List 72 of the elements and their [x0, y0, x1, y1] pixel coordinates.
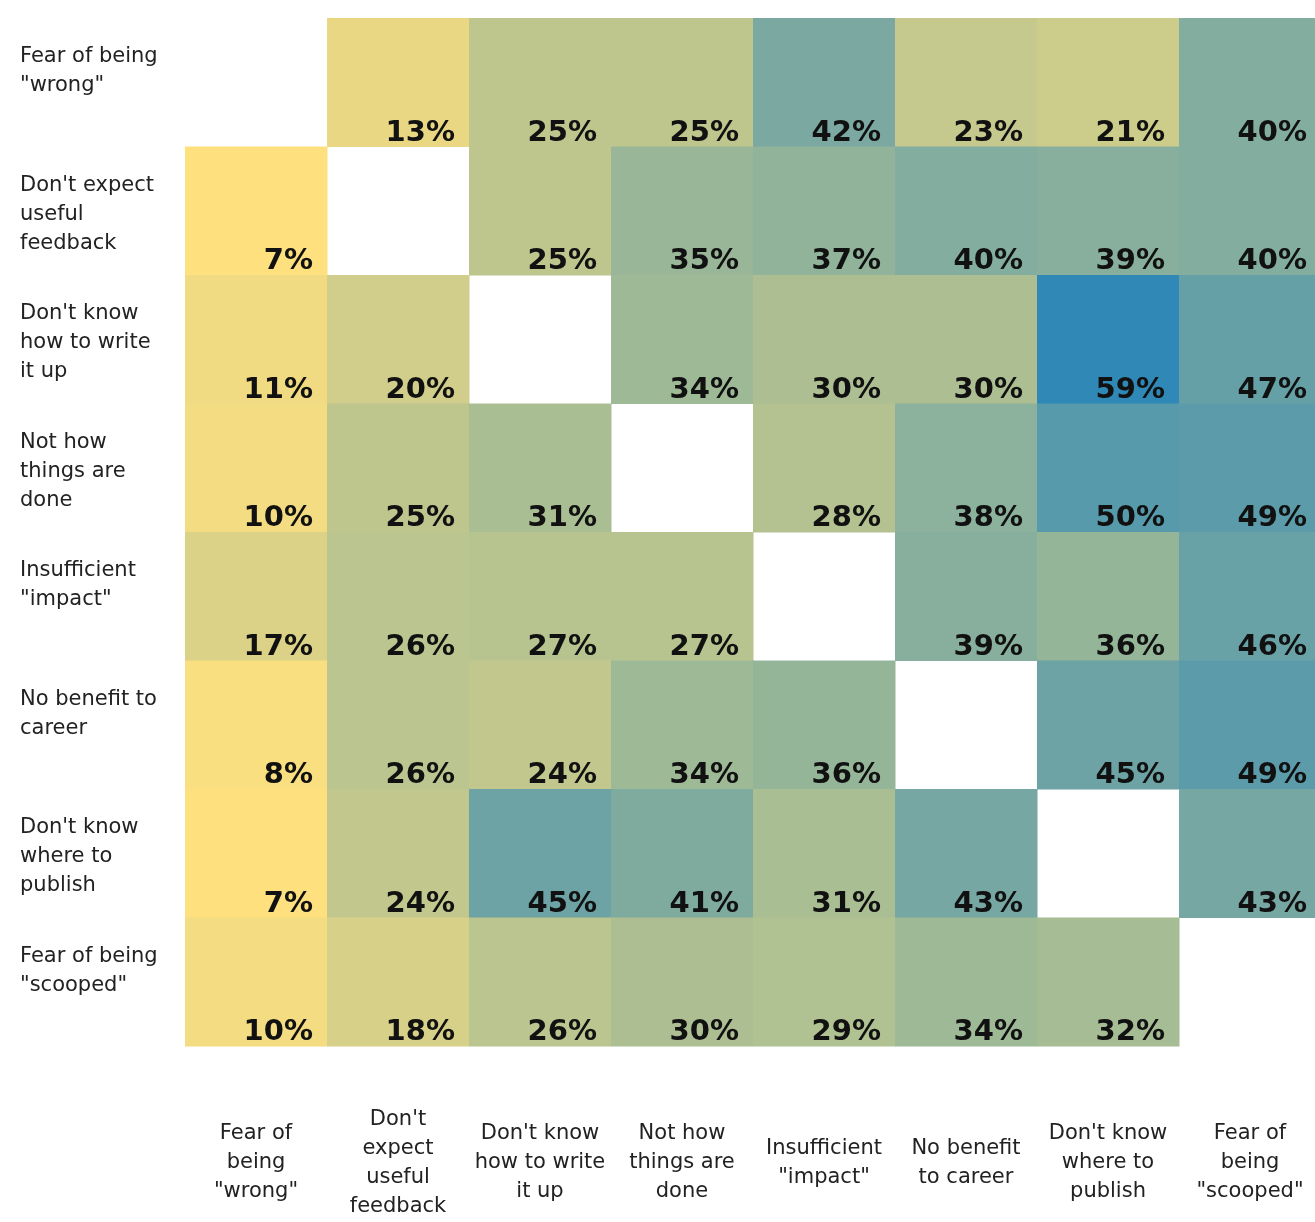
data-label: 37%: [811, 242, 881, 276]
data-label: 36%: [811, 756, 881, 790]
data-label: 39%: [1095, 242, 1165, 276]
data-label: 8%: [263, 756, 313, 790]
data-label: 21%: [1095, 113, 1165, 148]
y-tick-label: Insufficient "impact": [20, 557, 136, 610]
data-label: 28%: [811, 499, 881, 533]
x-tick-label: Fear of being "scooped": [1196, 1120, 1304, 1202]
data-label: 26%: [385, 627, 455, 662]
data-label: 13%: [385, 113, 455, 148]
data-label: 38%: [953, 499, 1023, 533]
y-tick-label: No benefit to career: [20, 685, 157, 739]
x-tick-label: Insufficient "impact": [766, 1134, 882, 1188]
x-tick-label: Not how things are done: [629, 1120, 735, 1202]
data-label: 30%: [669, 1013, 739, 1047]
data-label: 34%: [669, 370, 739, 405]
data-label: 24%: [385, 884, 455, 919]
data-label: 29%: [811, 1013, 881, 1047]
x-tick-label: Don't know where to publish: [1048, 1120, 1168, 1202]
data-label: 11%: [243, 370, 313, 405]
data-label: 41%: [669, 884, 739, 919]
data-label: 43%: [953, 884, 1023, 919]
data-label: 40%: [1237, 113, 1307, 148]
data-label: 31%: [811, 884, 881, 919]
data-label: 34%: [669, 756, 739, 790]
data-label: 47%: [1237, 370, 1307, 405]
data-label: 26%: [527, 1013, 597, 1047]
data-label: 31%: [527, 499, 597, 533]
x-tick-label: Fear of being "wrong": [213, 1120, 299, 1202]
data-label: 42%: [811, 113, 881, 148]
data-label: 40%: [1237, 242, 1307, 276]
data-label: 25%: [527, 242, 597, 276]
y-tick-label: Don't know how to write it up: [20, 300, 151, 382]
data-label: 43%: [1237, 884, 1307, 919]
data-label: 25%: [669, 113, 739, 148]
y-tick-label: Fear of being "wrong": [20, 43, 158, 96]
data-label: 25%: [385, 499, 455, 533]
data-label: 17%: [243, 627, 313, 662]
data-label: 36%: [1095, 627, 1165, 662]
data-label: 18%: [385, 1013, 455, 1047]
data-label: 45%: [527, 884, 597, 919]
data-label: 27%: [527, 627, 597, 662]
data-label: 59%: [1095, 370, 1165, 405]
y-tick-label: Don't know where to publish: [20, 814, 139, 896]
data-label: 35%: [669, 242, 739, 276]
data-label: 20%: [385, 370, 455, 405]
data-label: 45%: [1095, 756, 1165, 790]
data-label: 40%: [953, 242, 1023, 276]
x-tick-label: No benefit to career: [911, 1134, 1021, 1188]
data-label: 32%: [1095, 1013, 1165, 1047]
data-label: 7%: [263, 884, 313, 919]
y-tick-label: Don't expect useful feedback: [20, 171, 155, 254]
data-label: 23%: [953, 113, 1023, 148]
data-label: 34%: [953, 1013, 1023, 1047]
data-label: 49%: [1237, 756, 1307, 790]
x-tick-label: Don't expect useful feedback: [349, 1105, 448, 1217]
data-label: 46%: [1237, 627, 1307, 662]
data-label: 7%: [263, 242, 313, 276]
data-label: 30%: [811, 370, 881, 405]
data-label: 50%: [1095, 499, 1165, 533]
data-label: 27%: [669, 627, 739, 662]
data-label: 26%: [385, 756, 455, 790]
data-label: 24%: [527, 756, 597, 790]
data-label: 25%: [527, 113, 597, 148]
y-tick-label: Fear of being "scooped": [20, 942, 158, 996]
x-tick-label: Don't know how to write it up: [474, 1120, 606, 1202]
data-label: 39%: [953, 627, 1023, 662]
data-label: 10%: [243, 499, 313, 533]
data-label: 49%: [1237, 499, 1307, 533]
data-label: 10%: [243, 1013, 313, 1047]
data-label: 30%: [953, 370, 1023, 405]
y-tick-label: Not how things are done: [20, 428, 126, 511]
